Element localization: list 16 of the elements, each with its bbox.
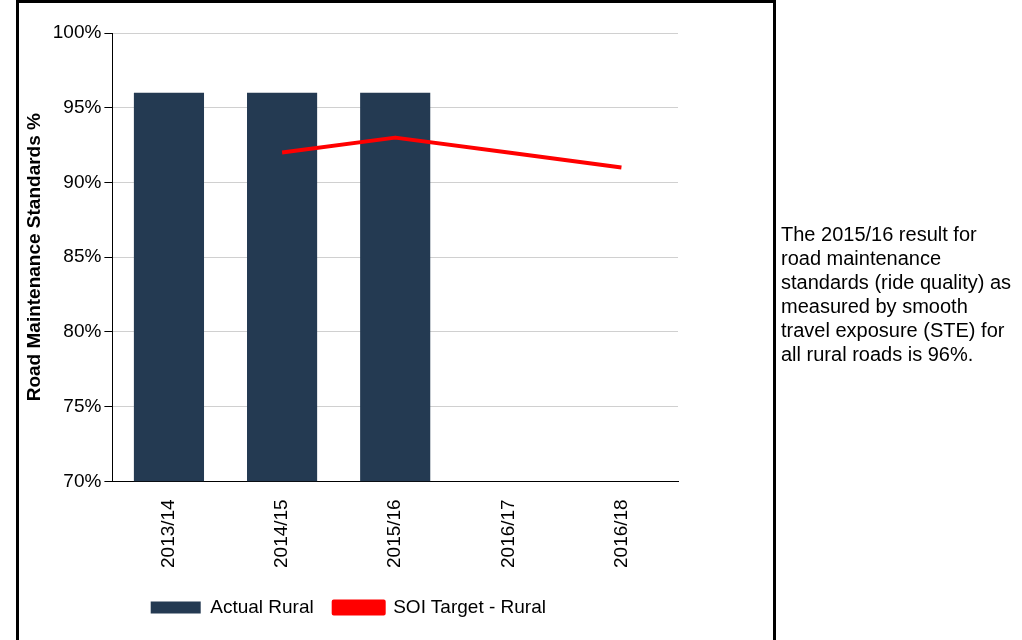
x-tick-label: 2014/15 <box>270 499 292 569</box>
legend-label: Actual Rural <box>210 595 314 617</box>
y-tick-label: 75% <box>63 394 102 416</box>
x-tick-label: 2013/14 <box>157 498 179 569</box>
y-axis-title: Road Maintenance Standards % <box>22 112 44 402</box>
y-tick-label: 85% <box>63 245 102 267</box>
y-tick-label: 90% <box>63 170 102 192</box>
y-tick-label: 95% <box>63 95 102 117</box>
y-tick-label: 100% <box>52 21 102 43</box>
y-tick-label: 80% <box>63 320 102 342</box>
x-tick-label: 2015/16 <box>383 499 405 569</box>
x-tick-label: 2016/17 <box>496 499 518 569</box>
y-tick-label: 70% <box>63 469 102 491</box>
legend-label: SOI Target - Rural <box>393 595 546 617</box>
text: The 2015/16 result for road maintenance standards (ride quality) as measured by smooth travel exposure (STE) for all rural roads is 96%. <box>781 222 1013 366</box>
x-tick-label: 2016/18 <box>609 499 631 569</box>
